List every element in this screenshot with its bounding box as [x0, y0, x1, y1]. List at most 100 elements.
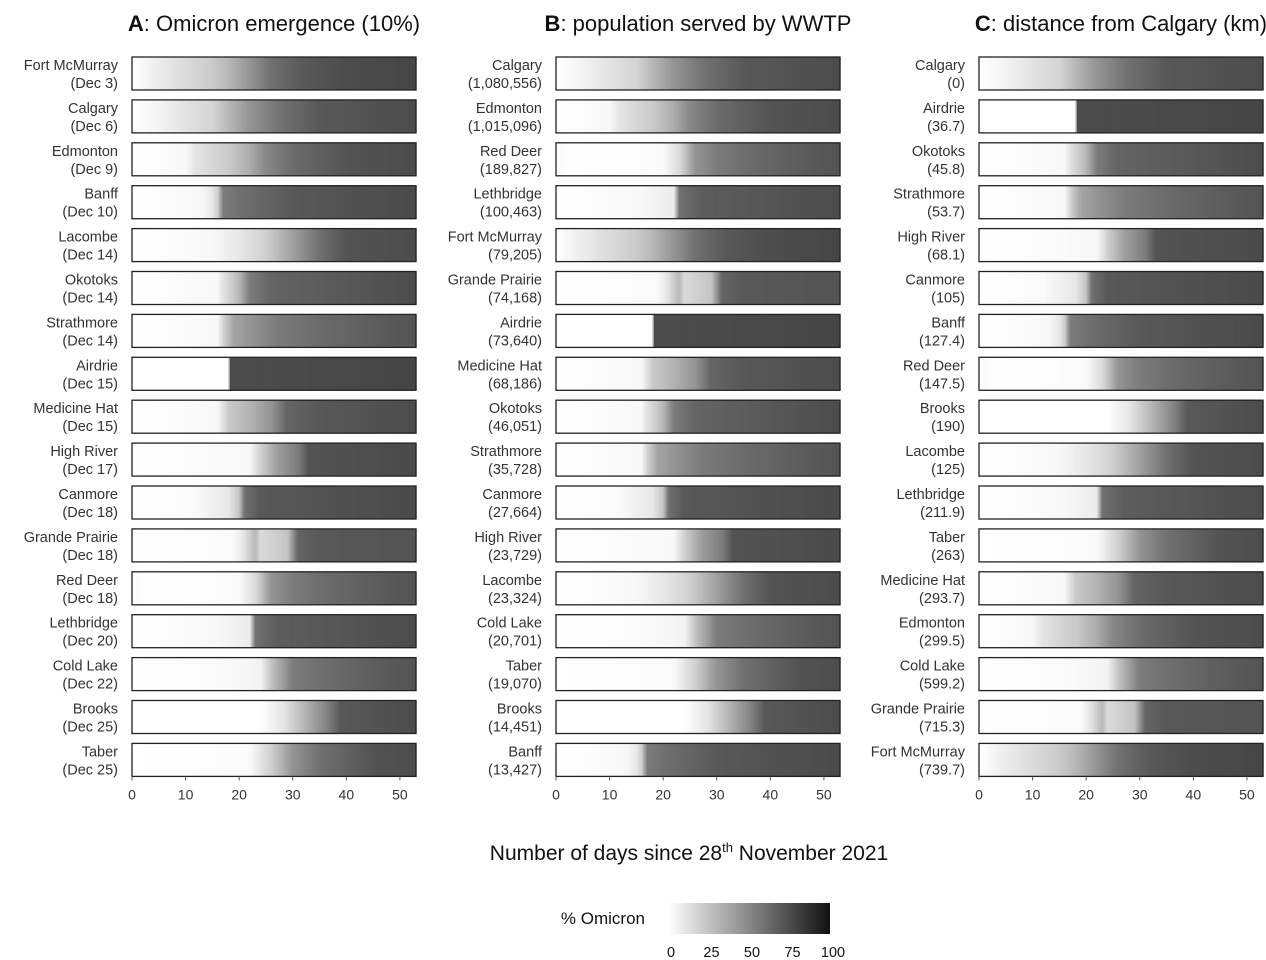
heat-cell: [156, 185, 159, 219]
heat-cell: [249, 486, 252, 519]
heat-cell: [178, 142, 181, 176]
heat-cell: [204, 528, 207, 562]
heat-cell: [279, 528, 282, 562]
heat-cell: [386, 528, 389, 562]
heat-cell: [221, 228, 224, 262]
heat-cell: [395, 57, 398, 90]
heat-cell: [196, 486, 199, 519]
heat-cell: [265, 571, 268, 605]
heat-cell: [219, 271, 222, 305]
heat-cell: [256, 57, 259, 90]
heat-cell: [354, 99, 357, 133]
heat-cell: [312, 400, 315, 434]
heat-cell: [295, 185, 298, 219]
heat-cell: [198, 185, 201, 219]
heat-cell: [248, 571, 251, 605]
heat-cell: [136, 99, 138, 133]
heat-cell: [407, 528, 410, 562]
heat-cell: [316, 57, 319, 90]
heat-cell: [252, 99, 255, 133]
heat-cell: [198, 271, 201, 305]
heat-cell: [286, 99, 288, 133]
heatmap-row: Canmore(Dec 18): [58, 485, 417, 521]
heat-cell: [257, 571, 260, 605]
heat-cell: [156, 528, 159, 562]
heat-cell: [330, 400, 333, 434]
heat-cell: [405, 528, 408, 562]
heat-cell: [386, 486, 389, 519]
heat-cell: [255, 400, 258, 434]
heat-cell: [186, 571, 189, 605]
heat-cell: [190, 314, 193, 348]
heat-cell: [247, 400, 250, 434]
heat-cell: [162, 528, 165, 562]
heat-cell: [267, 57, 270, 90]
heat-cell: [165, 99, 168, 133]
heat-cell: [225, 57, 228, 90]
heat-cell: [327, 142, 330, 176]
heat-cell: [353, 443, 355, 477]
heat-cell: [276, 99, 279, 133]
heat-cell: [385, 57, 388, 90]
heat-cell: [322, 443, 325, 477]
heat-cell: [263, 185, 266, 219]
heat-cell: [140, 357, 142, 391]
heat-cell: [308, 271, 311, 305]
heat-cell: [387, 486, 390, 519]
heat-cell: [233, 228, 236, 262]
heat-cell: [290, 443, 293, 477]
heat-cell: [216, 571, 219, 605]
heat-cell: [249, 57, 252, 90]
heat-cell: [411, 228, 414, 262]
row-label-value: (1,080,556): [468, 76, 542, 92]
heat-cell: [227, 99, 230, 133]
heat-cell: [181, 486, 184, 519]
heat-cell: [378, 443, 381, 477]
heat-cell: [351, 528, 354, 562]
heat-cell: [307, 228, 310, 262]
heat-cell: [369, 314, 372, 348]
heat-cell: [403, 271, 406, 305]
heat-cell: [315, 443, 318, 477]
heat-cell: [220, 400, 223, 434]
heat-cell: [274, 571, 276, 605]
heat-cell: [142, 357, 145, 391]
heat-cell: [274, 486, 276, 519]
heat-cell: [252, 271, 255, 305]
heat-cell: [204, 185, 207, 219]
heat-cell: [201, 571, 204, 605]
heat-cell: [280, 228, 283, 262]
heat-cell: [247, 57, 250, 90]
heat-cell: [310, 400, 313, 434]
heat-cell: [349, 443, 351, 477]
heat-cell: [288, 185, 291, 219]
heat-cell: [240, 357, 243, 391]
heat-cell: [345, 486, 347, 519]
heat-cell: [354, 142, 357, 176]
heat-cell: [378, 271, 381, 305]
heat-cell: [283, 528, 286, 562]
heat-cell: [331, 99, 334, 133]
heat-cell: [241, 357, 244, 391]
heat-cell: [189, 400, 192, 434]
heat-cell: [267, 571, 270, 605]
heat-cell: [263, 314, 266, 348]
heat-cell: [216, 357, 219, 391]
heat-cell: [137, 185, 140, 219]
heat-cell: [233, 314, 236, 348]
heat-cell: [149, 314, 152, 348]
heat-cell: [387, 357, 390, 391]
heat-cell: [255, 99, 258, 133]
heat-cell: [316, 228, 319, 262]
heat-cell: [236, 400, 239, 434]
heat-cell: [140, 400, 142, 434]
heat-cell: [196, 571, 199, 605]
heat-cell: [307, 142, 310, 176]
heat-cell: [231, 571, 234, 605]
heat-cell: [203, 400, 205, 434]
heat-cell: [406, 142, 409, 176]
heat-cell: [232, 99, 235, 133]
heat-cell: [340, 271, 343, 305]
heat-cell: [263, 486, 266, 519]
heat-cell: [221, 271, 224, 305]
